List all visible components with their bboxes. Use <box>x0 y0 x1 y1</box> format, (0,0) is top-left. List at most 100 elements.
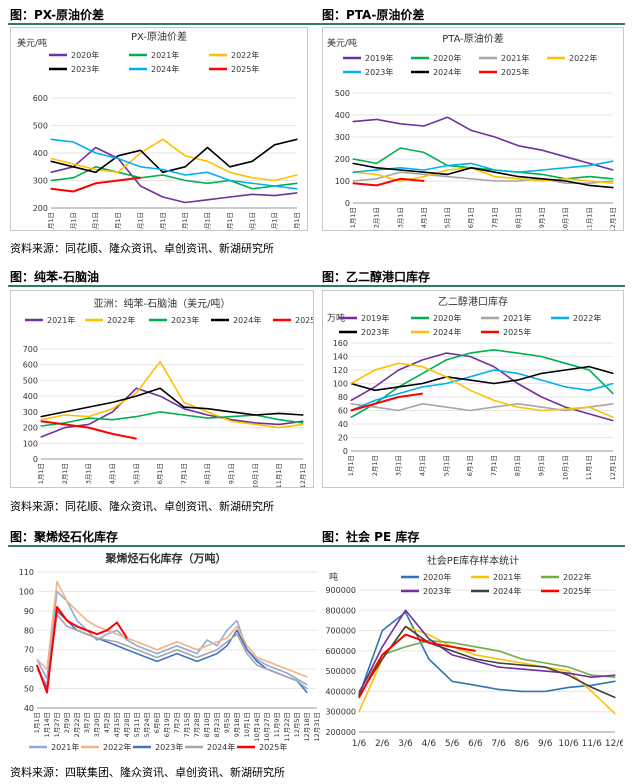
px-point-2021年 <box>251 188 253 190</box>
px-point-2022年 <box>95 168 97 171</box>
meg-chart-panel: 乙二醇港口库存 万吨 0 20 40 60 80 100 120 140 160 1月1日 2月1日 3月… <box>322 290 624 488</box>
meg-point-2024年 <box>374 369 376 371</box>
benzene-point-2023年 <box>207 417 209 419</box>
polyolefin-point-2022年 <box>156 649 158 651</box>
meg-point-2019年 <box>612 420 614 422</box>
polyolefin-point-2021年 <box>116 629 118 631</box>
meg-point-2022年 <box>421 386 424 388</box>
pe-point-2025年 <box>451 646 453 648</box>
polyolefin-point-2024年 <box>146 653 148 655</box>
px-y-tick-label: 200 <box>33 204 48 213</box>
meg-y-tick-label: 20 <box>338 434 348 443</box>
polyolefin-point-2022年 <box>76 610 78 612</box>
meg-point-2022年 <box>564 386 566 388</box>
polyolefin-x-tick-label: 9月5日 <box>223 712 231 733</box>
benzene-section-title: 图：纯苯-石脑油 <box>10 270 99 284</box>
meg-point-2021年 <box>493 406 495 408</box>
polyolefin-y-tick-label: 60 <box>24 665 34 674</box>
polyolefin-x-tick-label: 1月1日 <box>33 712 41 733</box>
benzene-point-2022年 <box>88 415 90 418</box>
polyolefin-point-2021年 <box>306 684 308 686</box>
benzene-point-2023年 <box>64 422 66 424</box>
meg-point-2020年 <box>517 352 519 354</box>
polyolefin-point-2021年 <box>296 678 298 680</box>
polyolefin-point-2022年 <box>216 641 218 643</box>
polyolefin-y-tick-label: 90 <box>24 607 34 616</box>
polyolefin-point-2024年 <box>86 633 88 635</box>
pta-legend-label-2025年: 2025年 <box>501 67 529 77</box>
pta-point-2023年 <box>376 169 378 171</box>
pta-point-2020年 <box>612 178 614 180</box>
polyolefin-legend-label-2022年: 2022年 <box>103 742 131 752</box>
benzene-point-2021年 <box>135 387 137 389</box>
meg-point-2020年 <box>612 393 614 395</box>
polyolefin-point-2022年 <box>276 664 278 666</box>
benzene-point-2024年 <box>40 415 42 418</box>
px-legend-label-2025年: 2025年 <box>231 64 259 74</box>
benzene-point-2021年 <box>254 422 256 424</box>
px-point-2020年 <box>251 193 253 195</box>
benzene-point-2023年 <box>183 414 185 416</box>
meg-point-2021年 <box>374 406 376 408</box>
polyolefin-point-2024年 <box>186 653 188 655</box>
polyolefin-x-tick-label: 12月31日 <box>313 712 321 742</box>
meg-x-tick-label: 3月1日 <box>395 455 403 476</box>
px-point-2022年 <box>162 138 164 140</box>
pta-point-2022年 <box>541 180 543 182</box>
benzene-x-tick-label: 5月1日 <box>132 463 140 484</box>
px-section-title: 图：PX-原油价差 <box>10 8 105 22</box>
pta-point-2019年 <box>494 136 496 138</box>
divider-row2 <box>8 285 625 287</box>
pta-point-2023年 <box>588 165 590 167</box>
px-point-2024年 <box>206 171 209 173</box>
pe-point-2024年 <box>404 625 407 628</box>
pta-y-tick-label: 100 <box>335 177 350 186</box>
benzene-point-2024年 <box>64 411 66 413</box>
px-point-2023年 <box>139 149 142 151</box>
pe-point-2024年 <box>614 696 616 699</box>
px-y-tick-label: 500 <box>33 122 48 131</box>
polyolefin-y-tick-label: 110 <box>19 568 34 577</box>
benzene-x-tick-label: 4月1日 <box>108 463 116 484</box>
pta-chart-panel: PTA-原油价差 美元/吨 0 100 200 300 400 500 1月1日 2月1日 3月1日… <box>322 27 624 232</box>
polyolefin-point-2022年 <box>96 625 98 627</box>
pta-x-tick-label: 11月1日 <box>585 207 593 230</box>
meg-point-2023年 <box>374 389 376 391</box>
meg-y-tick-label: 140 <box>333 353 348 362</box>
benzene-point-2021年 <box>88 423 90 426</box>
benzene-point-2025年 <box>135 437 137 440</box>
px-point-2022年 <box>251 177 253 179</box>
pe-point-2021年 <box>567 670 570 672</box>
meg-point-2024年 <box>469 389 471 391</box>
polyolefin-point-2023年 <box>156 660 158 662</box>
pe-point-2023年 <box>614 674 616 676</box>
meg-y-tick-label: 120 <box>333 366 348 375</box>
pe-point-2020年 <box>521 690 523 693</box>
pe-point-2023年 <box>498 666 500 668</box>
meg-point-2020年 <box>588 369 590 371</box>
pe-point-2025年 <box>404 634 407 636</box>
meg-point-2024年 <box>564 408 566 410</box>
meg-legend-label-2025年: 2025年 <box>503 327 531 337</box>
polyolefin-point-2021年 <box>136 645 138 647</box>
px-point-2021年 <box>162 174 164 176</box>
polyolefin-x-tick-label: 10月27日 <box>263 712 271 742</box>
polyolefin-point-2022年 <box>116 633 118 635</box>
meg-x-tick-label: 7月1日 <box>490 455 498 476</box>
meg-legend-label-2022年: 2022年 <box>573 313 601 323</box>
meg-point-2023年 <box>493 382 495 385</box>
pe-point-2024年 <box>521 664 523 666</box>
polyolefin-chart: 聚烯烃石化库存（万吨） 40 50 60 70 80 90 100 110 1月1日 1月14日 1月… <box>19 551 321 752</box>
pe-point-2020年 <box>544 690 546 693</box>
px-point-2021年 <box>184 179 186 182</box>
benzene-point-2023年 <box>135 415 137 418</box>
meg-point-2022年 <box>398 393 400 395</box>
meg-legend-label-2024年: 2024年 <box>433 327 461 337</box>
meg-y-tick-label: 40 <box>338 420 348 429</box>
pta-point-2023年 <box>352 171 354 173</box>
benzene-x-tick-label: 8月1日 <box>204 463 212 484</box>
polyolefin-point-2022年 <box>266 660 268 662</box>
pe-y-tick-label: 300000 <box>325 708 356 717</box>
benzene-legend-label-2023年: 2023年 <box>171 315 199 325</box>
